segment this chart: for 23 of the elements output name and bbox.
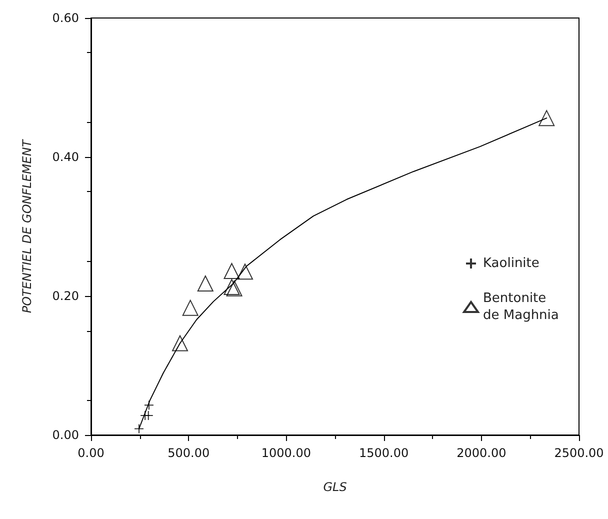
point [144,400,154,410]
x-axis-title: GLS [323,480,348,494]
x-tick-label: 1500.00 [358,446,409,460]
point [538,110,555,126]
y-tick-label: 0.20 [52,289,79,303]
x-tick-label: 1000.00 [261,446,312,460]
x-tick-label: 0.00 [78,446,104,460]
y-tick-label: 0.40 [52,150,79,164]
point [134,424,144,434]
point [237,264,254,280]
point [224,262,240,279]
x-tick-label: 2000.00 [456,446,506,460]
point [197,275,214,292]
x-tick-label: 500.00 [168,446,210,460]
x-tick-label: 2500.00 [554,446,604,460]
legend-label: Bentonite de Maghnia [483,291,559,323]
y-axis-title: POTENTIEL DE GONFLEMENT [20,138,34,314]
point [182,300,198,316]
y-tick-label: 0.00 [52,428,79,442]
point [172,335,188,352]
point [143,410,154,421]
y-tick-label: 0.60 [52,11,79,25]
legend-label: Kaolinite [483,256,540,271]
